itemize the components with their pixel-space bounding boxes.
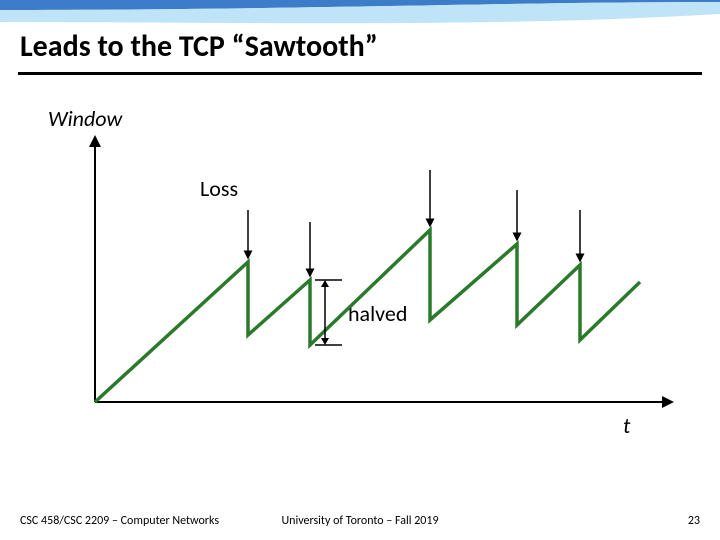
footer-course: CSC 458/CSC 2209 – Computer Networks	[20, 514, 219, 528]
footer-university: University of Toronto – Fall 2019	[281, 514, 438, 528]
loss-arrows-group	[248, 170, 580, 276]
halved-arrow-up	[321, 280, 329, 287]
sawtooth-line	[95, 230, 640, 402]
sawtooth-chart	[0, 0, 720, 540]
halved-arrow-down	[321, 338, 329, 345]
slide-number: 23	[688, 514, 700, 528]
